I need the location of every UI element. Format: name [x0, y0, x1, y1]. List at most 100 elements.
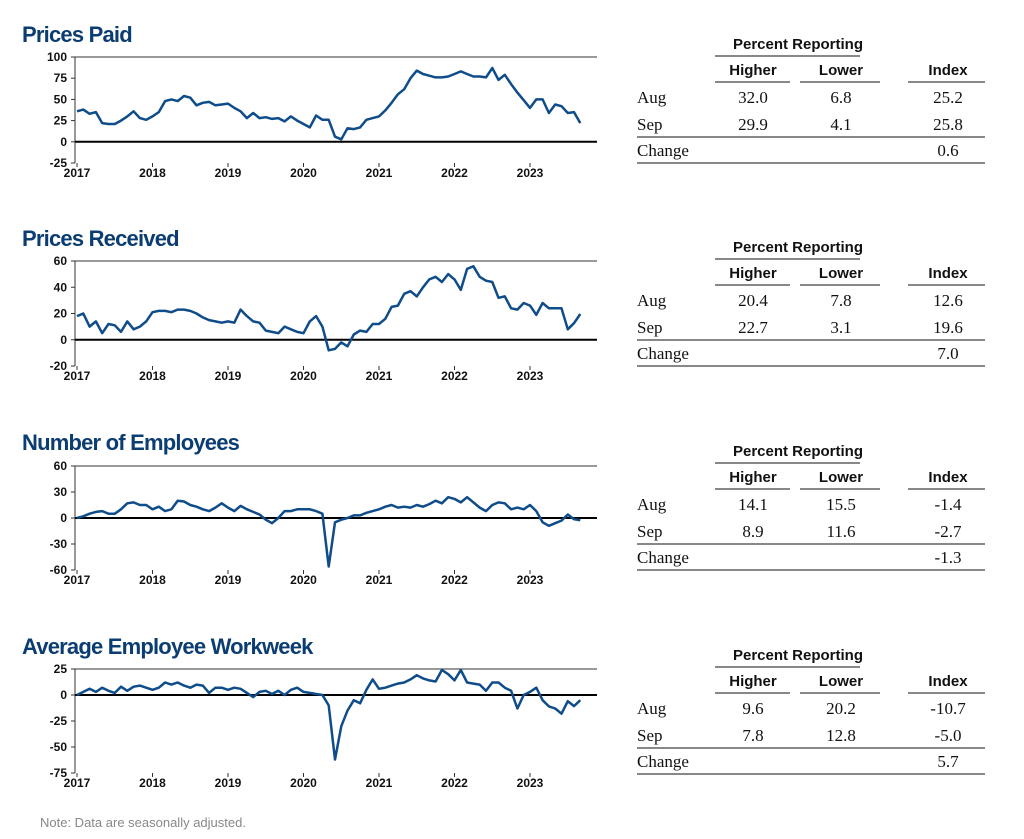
y-tick-label: 75 — [54, 71, 68, 85]
row-label: Change — [637, 548, 689, 567]
column-header: Index — [928, 469, 968, 486]
y-tick-label: -50 — [50, 740, 68, 754]
cell: 20.4 — [738, 291, 768, 310]
y-tick-label: -20 — [50, 359, 68, 373]
cell: 32.0 — [738, 88, 768, 107]
column-header: Higher — [729, 265, 777, 282]
y-tick-label: 0 — [60, 511, 67, 525]
cell: 25.2 — [933, 88, 963, 107]
data-line — [76, 668, 582, 761]
y-tick-label: 30 — [54, 485, 68, 499]
cell: 7.8 — [742, 726, 763, 745]
table-header: Percent Reporting — [733, 647, 863, 664]
cell: 19.6 — [933, 318, 963, 337]
cell: 6.8 — [830, 88, 851, 107]
cell: 14.1 — [738, 495, 768, 514]
x-tick-label: 2020 — [290, 573, 317, 587]
x-tick-label: 2021 — [366, 369, 393, 383]
cell: 20.2 — [826, 699, 856, 718]
table-header: Percent Reporting — [733, 239, 863, 256]
x-tick-label: 2022 — [441, 573, 468, 587]
x-tick-label: 2019 — [215, 776, 242, 790]
cell: 5.7 — [937, 752, 959, 771]
row-label: Change — [637, 344, 689, 363]
cell: 12.6 — [933, 291, 963, 310]
y-tick-label: 20 — [54, 307, 68, 321]
cell: 3.1 — [830, 318, 851, 337]
x-tick-label: 2021 — [366, 776, 393, 790]
x-tick-label: 2020 — [290, 369, 317, 383]
x-tick-label: 2017 — [64, 166, 91, 180]
column-header: Lower — [819, 673, 863, 690]
y-tick-label: 25 — [54, 662, 68, 676]
data-line — [76, 495, 581, 568]
column-header: Index — [928, 673, 968, 690]
column-header: Lower — [819, 62, 863, 79]
x-tick-label: 2018 — [139, 573, 166, 587]
cell: 0.6 — [937, 141, 958, 160]
y-tick-label: 40 — [54, 280, 68, 294]
cell: 4.1 — [830, 115, 851, 134]
y-tick-label: 25 — [54, 114, 68, 128]
column-header: Index — [928, 265, 968, 282]
cell: 12.8 — [826, 726, 856, 745]
chart-title: Average Employee Workweek — [22, 634, 314, 659]
row-label: Aug — [637, 291, 667, 310]
y-tick-label: -30 — [50, 537, 68, 551]
column-header: Lower — [819, 469, 863, 486]
x-tick-label: 2020 — [290, 776, 317, 790]
cell: 22.7 — [738, 318, 768, 337]
x-tick-label: 2018 — [139, 776, 166, 790]
x-tick-label: 2019 — [215, 369, 242, 383]
cell: -2.7 — [935, 522, 962, 541]
x-tick-label: 2022 — [441, 776, 468, 790]
y-tick-label: 0 — [60, 333, 67, 347]
column-header: Index — [928, 62, 968, 79]
row-label: Aug — [637, 88, 667, 107]
cell: 9.6 — [742, 699, 763, 718]
x-tick-label: 2023 — [517, 166, 544, 180]
data-line — [76, 265, 582, 352]
table-header: Percent Reporting — [733, 36, 863, 53]
x-tick-label: 2022 — [441, 166, 468, 180]
y-tick-label: -25 — [50, 156, 68, 170]
data-line — [76, 66, 582, 141]
column-header: Lower — [819, 265, 863, 282]
x-tick-label: 2020 — [290, 166, 317, 180]
cell: 8.9 — [742, 522, 763, 541]
cell: -5.0 — [935, 726, 962, 745]
y-tick-label: -75 — [50, 766, 68, 780]
row-label: Aug — [637, 699, 667, 718]
chart-title: Prices Received — [22, 226, 179, 251]
row-label: Sep — [637, 522, 663, 541]
y-tick-label: -60 — [50, 563, 68, 577]
column-header: Higher — [729, 673, 777, 690]
y-tick-label: 100 — [47, 50, 67, 64]
cell: 25.8 — [933, 115, 963, 134]
row-label: Change — [637, 752, 689, 771]
y-tick-label: 60 — [54, 459, 68, 473]
cell: 11.6 — [826, 522, 855, 541]
x-tick-label: 2018 — [139, 369, 166, 383]
x-tick-label: 2023 — [517, 573, 544, 587]
chart-title: Number of Employees — [22, 430, 240, 455]
column-header: Higher — [729, 62, 777, 79]
x-tick-label: 2019 — [215, 573, 242, 587]
cell: -1.3 — [935, 548, 962, 567]
note: Note: Data are seasonally adjusted. — [40, 815, 246, 830]
cell: 29.9 — [738, 115, 768, 134]
y-tick-label: -25 — [50, 714, 68, 728]
x-tick-label: 2023 — [517, 776, 544, 790]
cell: 15.5 — [826, 495, 856, 514]
row-label: Sep — [637, 115, 663, 134]
cell: -10.7 — [930, 699, 966, 718]
cell: 7.8 — [830, 291, 851, 310]
x-tick-label: 2019 — [215, 166, 242, 180]
y-tick-label: 0 — [60, 135, 67, 149]
chart-title: Prices Paid — [22, 22, 132, 47]
x-tick-label: 2017 — [64, 573, 91, 587]
x-tick-label: 2021 — [366, 573, 393, 587]
cell: 7.0 — [937, 344, 958, 363]
x-tick-label: 2018 — [139, 166, 166, 180]
